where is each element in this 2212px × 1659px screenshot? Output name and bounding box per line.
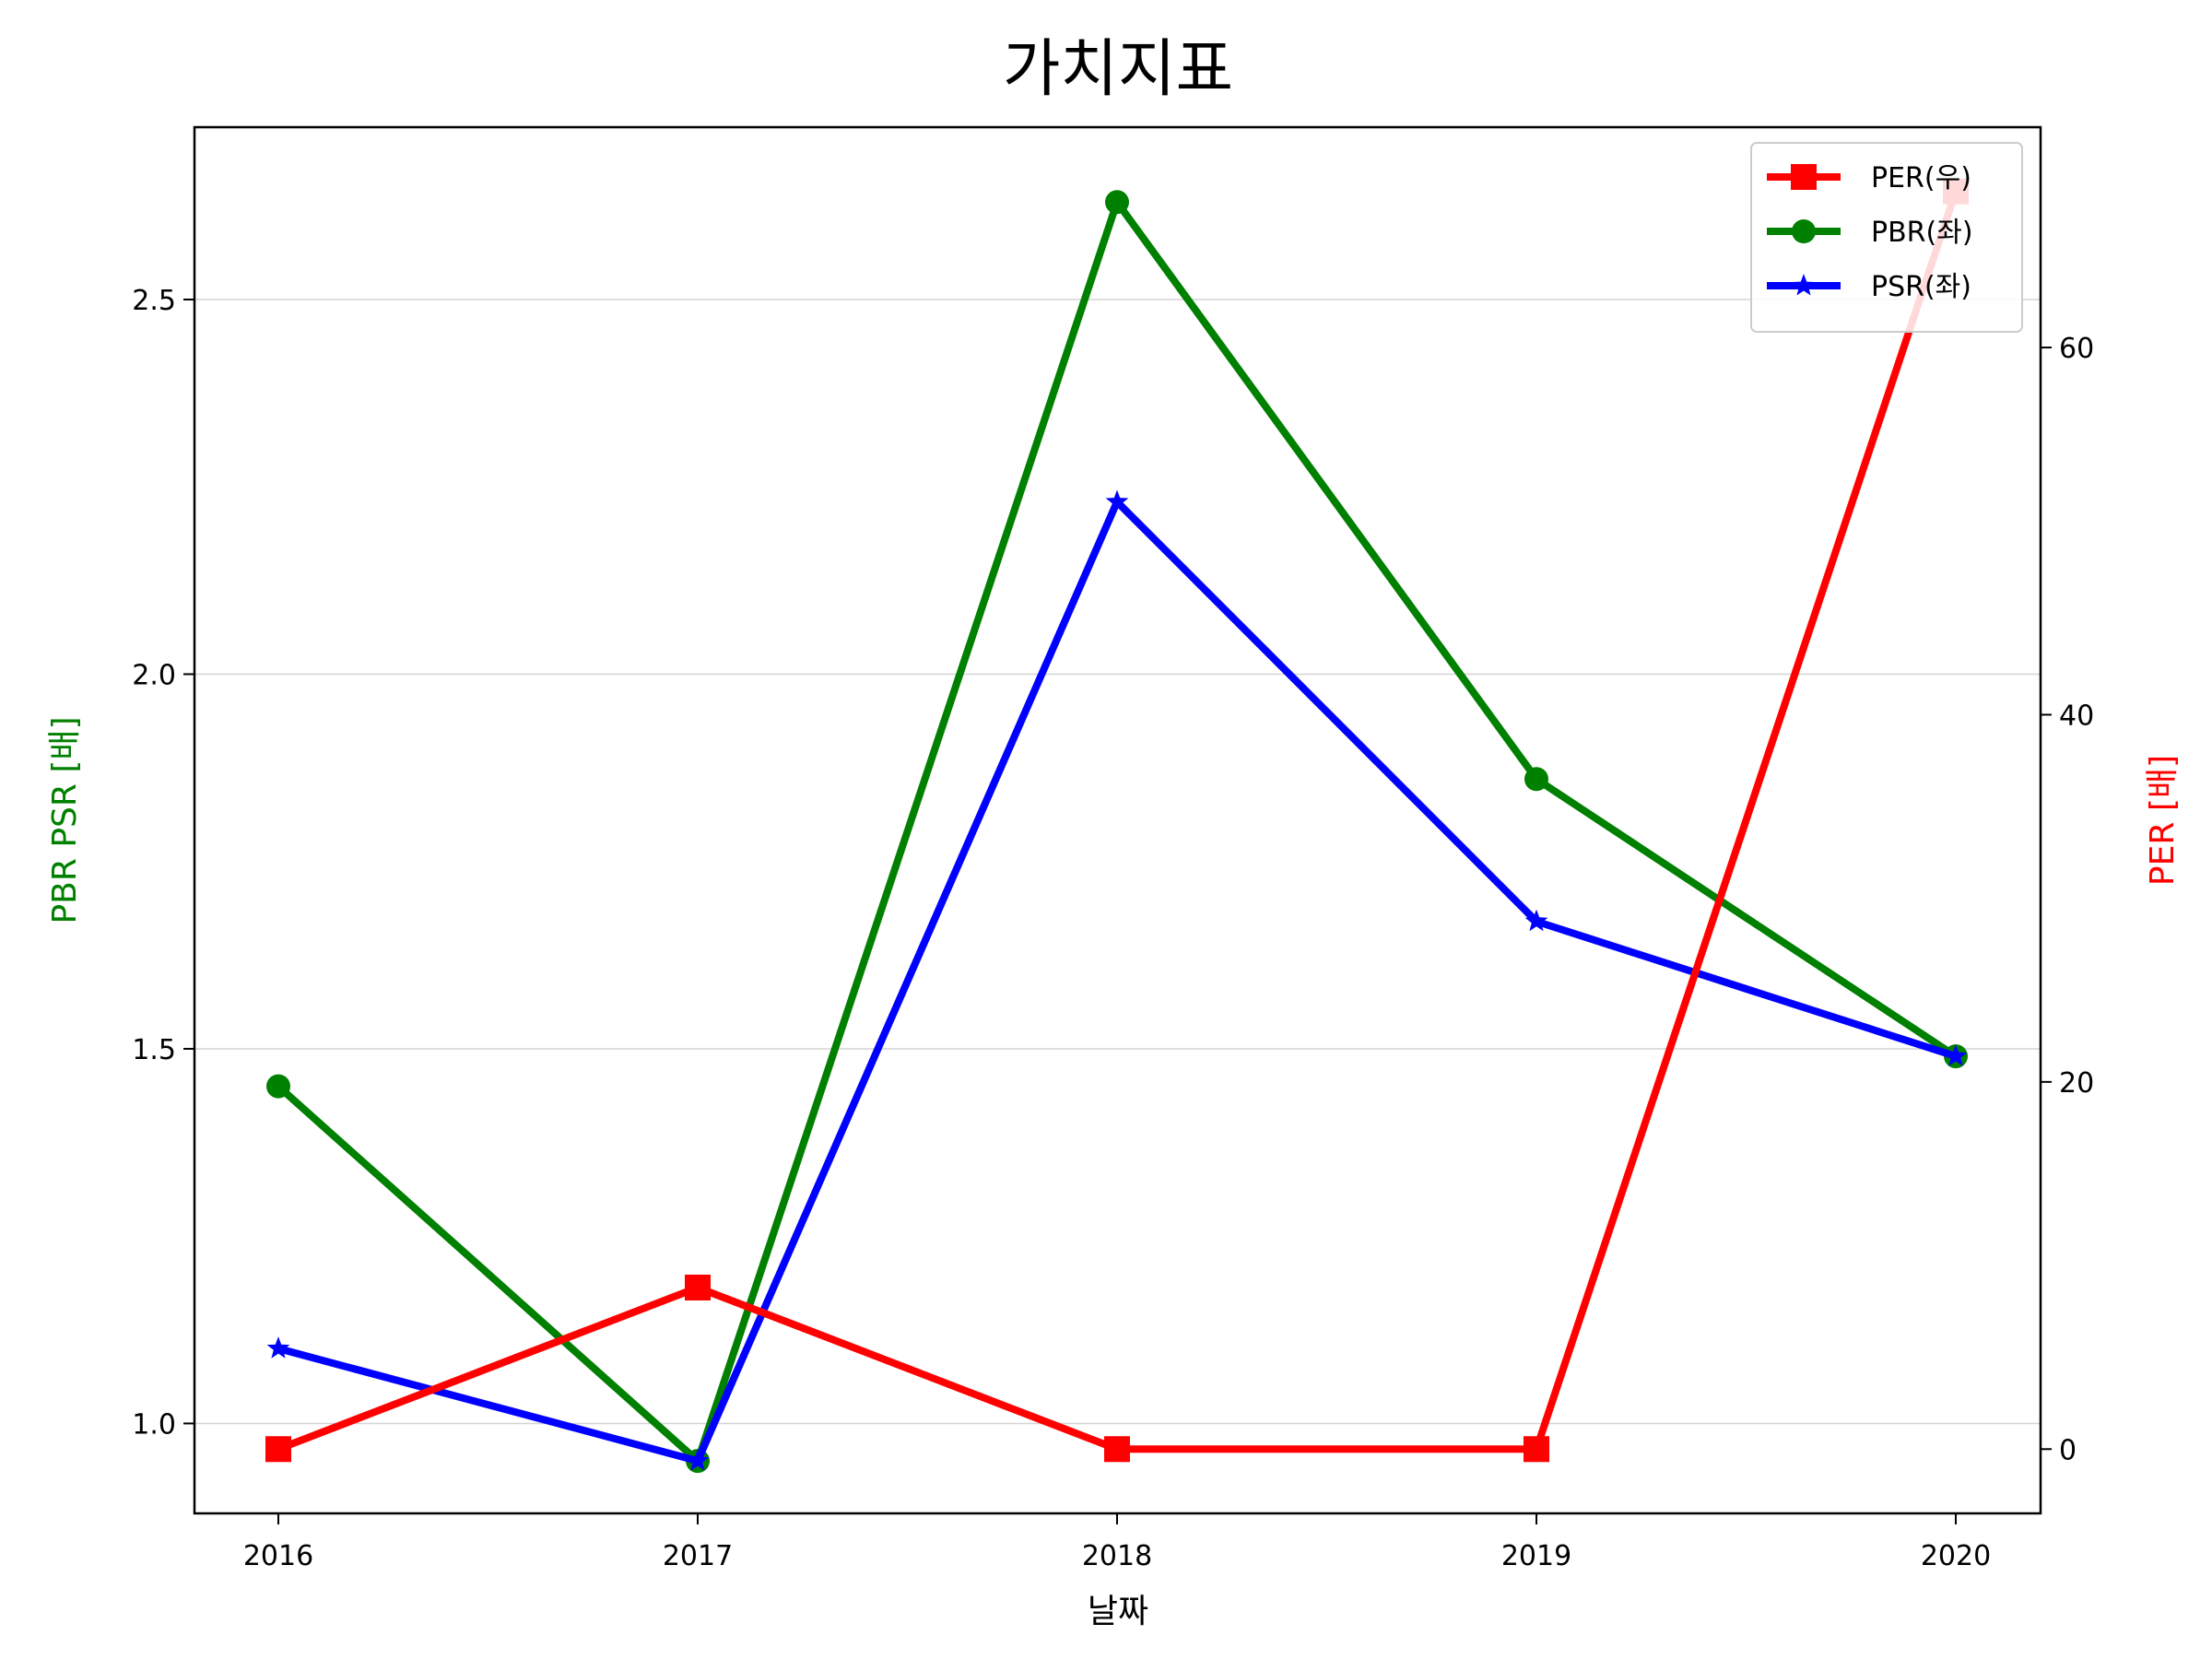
series-square xyxy=(265,178,1969,1463)
data-point xyxy=(1524,909,1548,932)
left-tick-label: 2.5 xyxy=(132,285,176,317)
series-layer xyxy=(265,178,1969,1474)
right-tick-label: 0 xyxy=(2059,1434,2077,1466)
right-tick-label: 20 xyxy=(2059,1067,2094,1100)
legend-marker xyxy=(1792,274,1816,296)
grid-lines xyxy=(194,299,2041,1425)
left-tick-label: 1.0 xyxy=(132,1408,176,1441)
right-axis: 0 20 40 60 xyxy=(2041,333,2094,1466)
data-point xyxy=(266,1336,290,1359)
legend-item: PBR(좌) xyxy=(1767,217,1973,249)
x-tick-label: 2016 xyxy=(243,1540,313,1572)
data-point xyxy=(1524,767,1548,792)
legend: PER(우) PBR(좌) PSR(좌) xyxy=(1750,142,2023,333)
data-point xyxy=(685,1274,711,1300)
legend-marker xyxy=(1792,219,1816,243)
data-point xyxy=(1105,489,1129,512)
right-axis-label: PER [배] xyxy=(2144,755,2182,886)
data-point xyxy=(265,1436,291,1463)
legend-marker xyxy=(1791,164,1817,190)
data-point xyxy=(1104,1436,1130,1463)
legend-item: PER(우) xyxy=(1767,162,1971,194)
right-tick-label: 40 xyxy=(2059,700,2094,732)
data-point xyxy=(1105,190,1129,215)
x-tick-label: 2020 xyxy=(1921,1540,1991,1572)
data-point xyxy=(1524,1436,1549,1463)
x-axis-label: 날짜 xyxy=(1088,1593,1148,1630)
x-tick-label: 2018 xyxy=(1082,1540,1152,1572)
legend-label: PBR(좌) xyxy=(1871,217,1973,249)
left-axis-label: PBR PSR [배] xyxy=(46,716,84,924)
legend-item: PSR(좌) xyxy=(1767,271,1971,303)
left-tick-label: 2.0 xyxy=(132,659,176,691)
data-point xyxy=(1944,1044,1968,1066)
x-tick-label: 2019 xyxy=(1501,1540,1571,1572)
legend-label: PER(우) xyxy=(1871,162,1971,194)
data-point xyxy=(686,1449,710,1471)
chart-title: 가치지표 xyxy=(1003,33,1233,106)
left-tick-label: 1.5 xyxy=(132,1034,176,1066)
left-axis: 1.0 1.5 2.0 2.5 xyxy=(132,285,194,1441)
right-tick-label: 60 xyxy=(2059,333,2094,365)
series-star xyxy=(266,489,1968,1471)
x-axis: 2016 2017 2018 2019 2020 xyxy=(243,1513,1991,1572)
legend-label: PSR(좌) xyxy=(1871,271,1971,303)
x-tick-label: 2017 xyxy=(663,1540,733,1572)
data-point xyxy=(266,1074,290,1099)
